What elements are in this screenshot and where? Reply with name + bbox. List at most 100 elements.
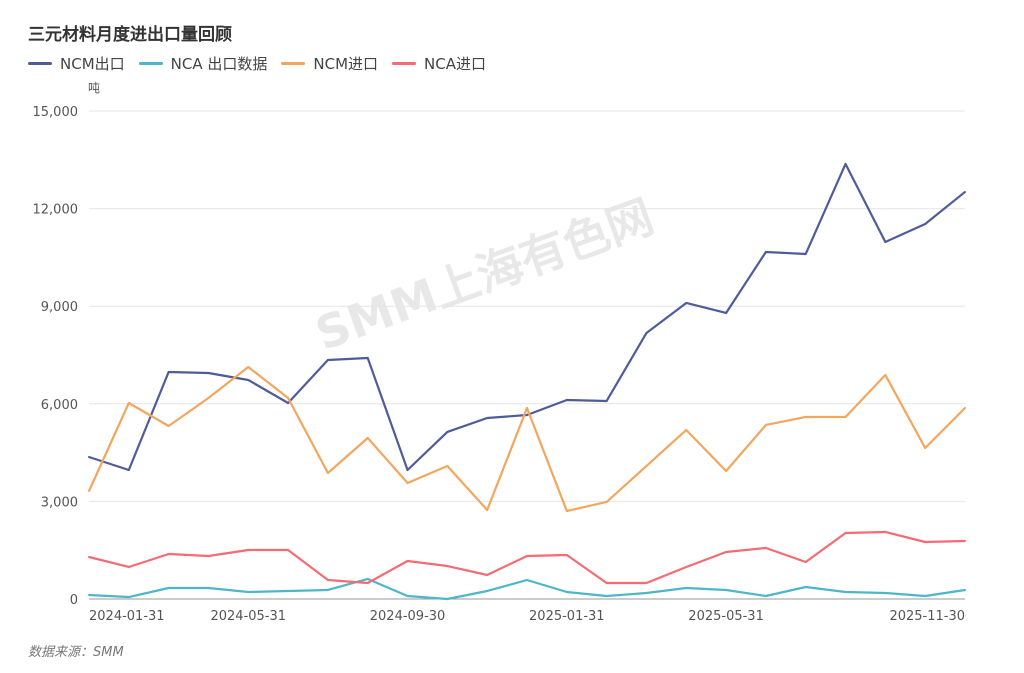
data-point (88, 489, 90, 492)
data-point (605, 500, 608, 503)
data-point (287, 549, 290, 552)
data-point (844, 591, 847, 594)
y-axis-unit: 吨 (88, 81, 100, 95)
legend-swatch (281, 62, 306, 65)
chart-title: 三元材料月度进出口量回顾 (28, 25, 232, 45)
data-point (247, 378, 250, 381)
data-point (764, 423, 767, 426)
data-point (924, 446, 927, 449)
data-point (287, 589, 290, 592)
data-point (88, 555, 90, 558)
data-point (127, 469, 130, 472)
series-line-1 (88, 577, 966, 601)
data-point (605, 399, 608, 402)
data-point (924, 595, 927, 598)
series-line-3 (88, 530, 966, 585)
data-point (486, 573, 489, 576)
x-tick-label: 2024-09-30 (370, 609, 446, 624)
data-point (287, 396, 290, 399)
y-tick-label: 6,000 (41, 398, 78, 413)
series-line-0 (88, 162, 966, 472)
data-point (804, 252, 807, 255)
data-point (764, 250, 767, 253)
data-point (605, 595, 608, 598)
data-point (565, 509, 568, 512)
data-point (207, 371, 210, 374)
data-point (366, 581, 369, 584)
data-point (167, 424, 170, 427)
data-point (884, 530, 887, 533)
legend-item[interactable]: NCM进口 (281, 53, 378, 74)
data-point (844, 162, 847, 165)
data-point (924, 541, 927, 544)
legend-label: NCA 出口数据 (170, 55, 268, 73)
x-tick-label: 2025-01-31 (529, 609, 605, 624)
legend-item[interactable]: NCA进口 (392, 53, 486, 74)
data-point (167, 370, 170, 373)
x-tick-label: 2025-11-30 (889, 609, 965, 624)
data-point (685, 565, 688, 568)
y-tick-label: 12,000 (33, 203, 79, 218)
data-point (565, 398, 568, 401)
data-point (565, 553, 568, 556)
data-point (725, 311, 728, 314)
data-point (884, 240, 887, 243)
data-point (964, 406, 966, 409)
data-point (526, 579, 528, 582)
legend-label: NCM进口 (313, 55, 379, 73)
data-point (446, 598, 449, 600)
data-point (486, 508, 489, 511)
data-point (725, 550, 728, 553)
data-point (804, 415, 807, 418)
data-point (526, 413, 528, 416)
data-point (207, 587, 210, 590)
data-point (88, 593, 90, 596)
legend-swatch (392, 62, 417, 65)
data-point (127, 401, 130, 404)
x-tick-label: 2024-01-31 (89, 609, 165, 624)
data-point (764, 595, 767, 598)
legend-label: NCM出口 (60, 55, 125, 73)
data-point (167, 587, 170, 590)
y-tick-label: 15,000 (33, 105, 79, 120)
data-point (526, 554, 528, 557)
watermark: SMM上海有色网 (309, 189, 661, 361)
data-point (326, 471, 329, 474)
data-point (685, 301, 688, 304)
data-point (526, 406, 528, 409)
data-point (406, 560, 409, 563)
data-point (446, 430, 449, 433)
data-point (247, 549, 250, 552)
data-point (844, 531, 847, 534)
data-point (645, 592, 648, 595)
legend-item[interactable]: NCM出口 (28, 53, 125, 74)
data-point (486, 589, 489, 592)
data-point (406, 469, 409, 472)
data-point (884, 592, 887, 595)
data-point (725, 469, 728, 472)
legend-item[interactable]: NCA 出口数据 (138, 53, 268, 74)
data-point (685, 428, 688, 431)
data-point (406, 595, 409, 598)
data-point (804, 561, 807, 564)
data-point (247, 365, 250, 368)
data-point (366, 577, 369, 580)
data-point (964, 588, 966, 591)
data-point (884, 373, 887, 376)
data-point (127, 596, 130, 599)
data-point (287, 401, 290, 404)
legend-swatch (28, 62, 52, 65)
data-point (844, 415, 847, 418)
data-point (88, 455, 90, 458)
data-point (685, 587, 688, 590)
data-point (645, 581, 648, 584)
data-point (326, 358, 329, 361)
data-point (366, 436, 369, 439)
data-point (764, 546, 767, 549)
data-point (605, 581, 608, 584)
data-point (486, 416, 489, 419)
data-point (964, 190, 966, 193)
data-point (207, 396, 210, 399)
data-point (964, 539, 966, 542)
